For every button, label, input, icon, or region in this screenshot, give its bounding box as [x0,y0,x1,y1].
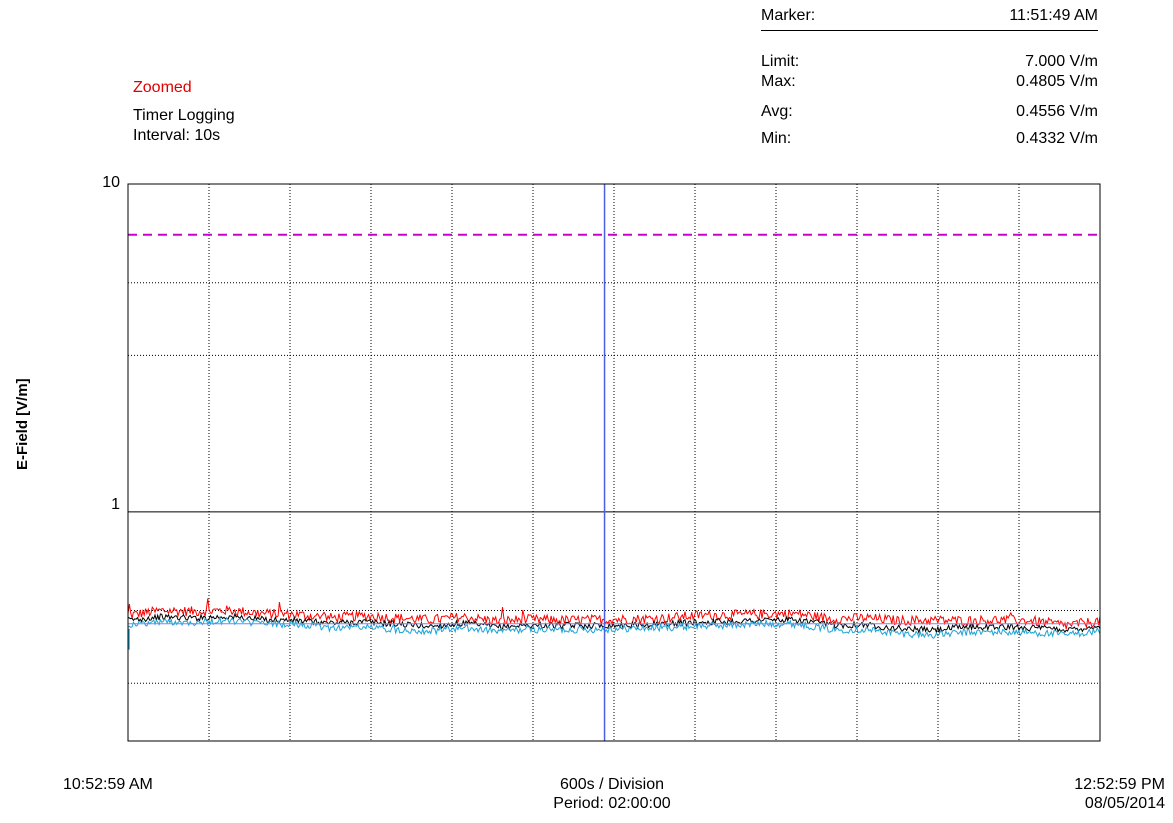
max-row: Max: 0.4805 V/m [761,72,1098,92]
min-label: Min: [761,130,792,147]
chart-grid [128,184,1100,741]
avg-value: 0.4556 V/m [1016,103,1098,120]
x-axis-end-time: 12:52:59 PM [1074,776,1165,793]
avg-row: Avg: 0.4556 V/m [761,102,1098,122]
marker-label: Marker: [761,7,816,24]
series-line [127,598,1101,630]
limit-row: Limit: 7.000 V/m [761,52,1098,72]
y-axis-label: E-Field [V/m] [14,378,31,470]
period-label: Period: 02:00:00 [553,795,671,812]
y-tick-label: 10 [102,174,120,191]
marker-row: Marker: 11:51:49 AM [761,6,1098,31]
series-line [127,612,1101,635]
zoomed-indicator: Zoomed [133,79,192,96]
x-division-label: 600s / Division [559,776,665,793]
max-label: Max: [761,73,796,90]
max-value: 0.4805 V/m [1016,73,1098,90]
limit-label: Limit: [761,53,800,70]
x-axis-date: 08/05/2014 [1084,795,1165,812]
marker-value: 11:51:49 AM [1009,7,1098,24]
logging-interval: Interval: 10s [133,127,221,144]
logging-mode: Timer Logging [133,107,235,124]
avg-label: Avg: [761,103,793,120]
min-row: Min: 0.4332 V/m [761,129,1098,149]
x-axis-start-time: 10:52:59 AM [63,776,153,793]
limit-value: 7.000 V/m [1025,53,1098,70]
plot-frame [127,183,1101,742]
y-tick-label: 1 [111,496,120,513]
min-value: 0.4332 V/m [1016,130,1098,147]
overlay-layer [128,184,1100,741]
